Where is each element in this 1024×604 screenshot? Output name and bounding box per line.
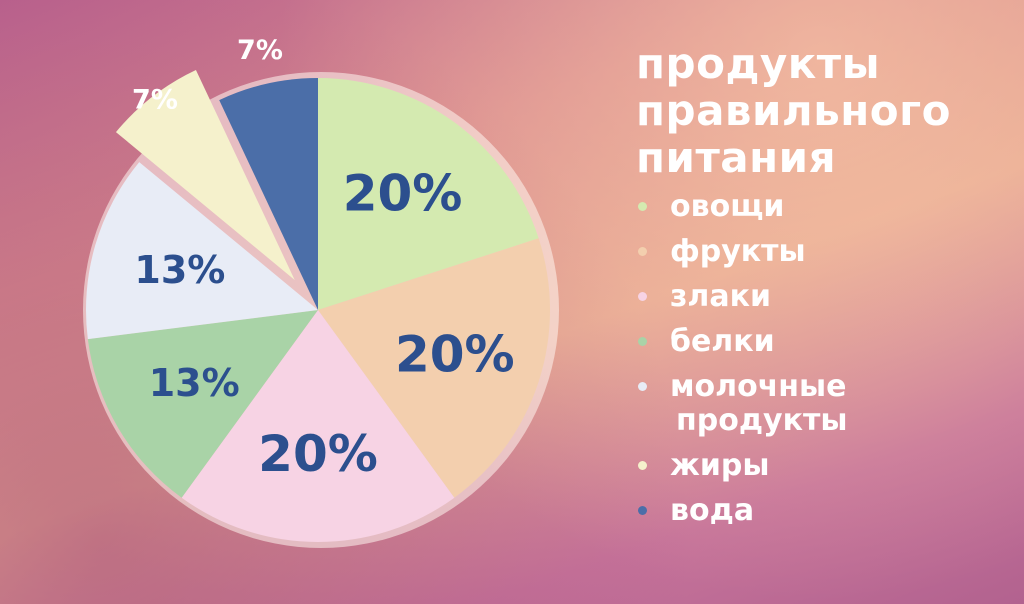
legend-label: молочные xyxy=(670,369,847,404)
title-line: продукты xyxy=(636,39,881,88)
pie-slice xyxy=(318,78,539,310)
legend-dot-icon xyxy=(638,506,647,515)
slice-value-label: 7% xyxy=(237,35,283,66)
slice-value-label: 20% xyxy=(395,325,515,383)
pie-slice xyxy=(219,78,318,310)
chart-title: продукты правильного питания xyxy=(636,40,1016,181)
legend-item: фрукты xyxy=(634,235,847,269)
legend-item: молочные продукты xyxy=(634,370,847,438)
title-line: питания xyxy=(636,133,837,182)
legend-item: овощи xyxy=(634,190,847,224)
legend-label: фрукты xyxy=(670,234,806,269)
legend-dot-icon xyxy=(638,247,647,256)
pie-slice xyxy=(86,162,319,340)
title-line: правильного xyxy=(636,86,951,135)
legend-item: жиры xyxy=(634,449,847,483)
legend-item: белки xyxy=(634,325,847,359)
legend-item: вода xyxy=(634,494,847,528)
pie-slice xyxy=(318,238,550,498)
legend: овощи фрукты злаки белки молочные продукты жир… xyxy=(634,190,847,539)
legend-item: злаки xyxy=(634,280,847,314)
legend-dot-icon xyxy=(638,202,647,211)
legend-dot-icon xyxy=(638,292,647,301)
slice-value-label: 13% xyxy=(149,361,240,405)
legend-label: злаки xyxy=(670,279,772,314)
legend-label: овощи xyxy=(670,189,785,224)
slice-value-label: 20% xyxy=(258,425,378,483)
legend-dot-icon xyxy=(638,337,647,346)
pie-slice xyxy=(115,70,295,280)
legend-label: вода xyxy=(670,493,755,528)
legend-dot-icon xyxy=(638,461,647,470)
legend-dot-icon xyxy=(638,382,647,391)
legend-label: белки xyxy=(670,324,775,359)
slice-value-label: 20% xyxy=(343,165,463,223)
pie-slice xyxy=(87,310,318,498)
pie-slice xyxy=(181,310,455,542)
slice-value-label: 13% xyxy=(134,248,225,292)
slice-value-label: 7% xyxy=(132,84,178,115)
legend-label: продукты xyxy=(676,403,848,438)
legend-label: жиры xyxy=(670,448,770,483)
